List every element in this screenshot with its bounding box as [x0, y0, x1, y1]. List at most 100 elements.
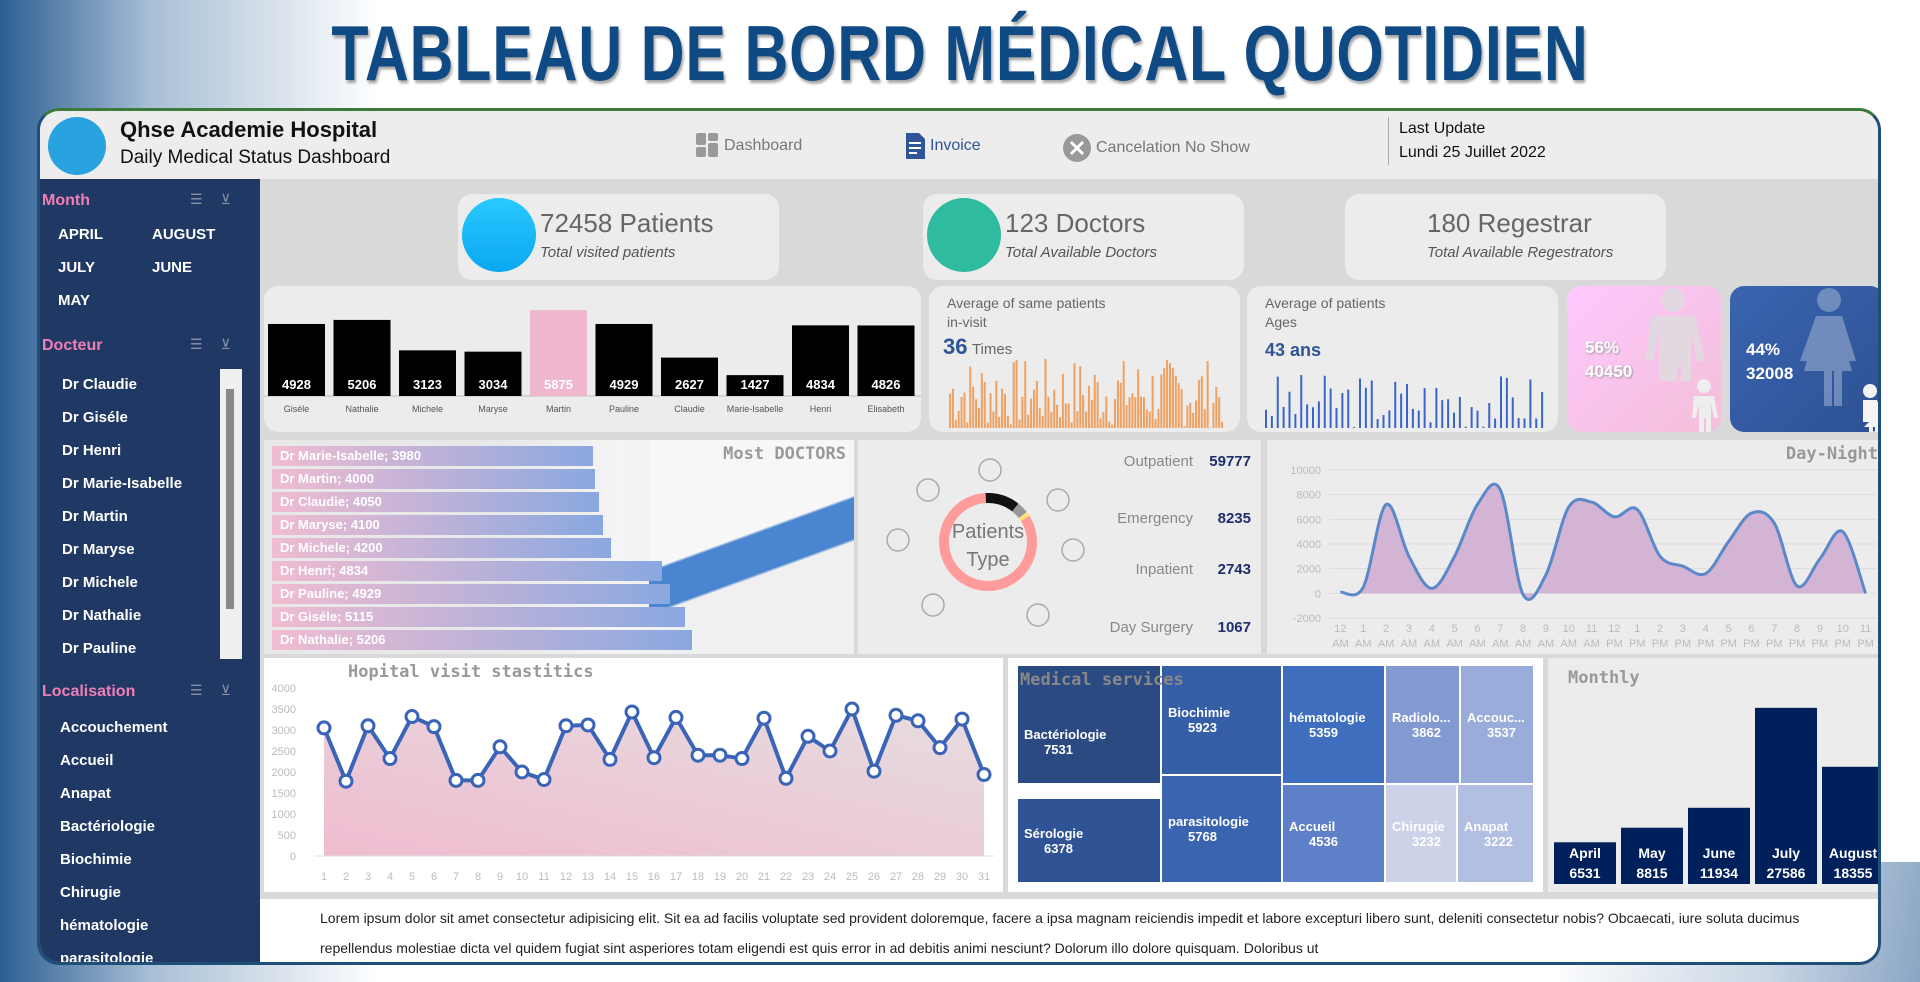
spark-bar	[1476, 410, 1479, 428]
doctor-option[interactable]: Dr Claudie	[62, 376, 138, 393]
medical-service-icon	[1061, 538, 1085, 562]
x-tick-label: 12	[1334, 623, 1346, 635]
spark-bar	[998, 416, 1001, 428]
bar-category-label: June	[1703, 845, 1736, 861]
bar	[1822, 766, 1878, 884]
doctor-option[interactable]: Dr Pauline	[62, 640, 137, 657]
bar-value-label: 18355	[1834, 865, 1873, 881]
location-option[interactable]: hématologie	[60, 917, 149, 934]
x-tick-label: PM	[1789, 638, 1806, 650]
hbar	[272, 584, 670, 604]
avg-age-title-2: Ages	[1265, 314, 1297, 330]
x-tick-label: 5	[1452, 623, 1458, 635]
data-point	[976, 767, 992, 783]
clear-filter-icon[interactable]: ⊻	[220, 191, 249, 207]
nav-invoice[interactable]: Invoice	[906, 133, 981, 159]
donut-slice	[1012, 503, 1027, 519]
spark-bar	[989, 393, 992, 428]
doctor-option[interactable]: Dr Marie-Isabelle	[62, 475, 183, 492]
doctor-option[interactable]: Dr Maryse	[62, 541, 135, 558]
spark-bar	[1376, 419, 1379, 428]
location-option[interactable]: Accueil	[60, 752, 114, 769]
location-option[interactable]: parasitologie	[60, 950, 154, 965]
month-option[interactable]: JULY	[58, 259, 95, 276]
x-tick-label: AM	[1446, 638, 1463, 650]
spark-bar	[1306, 404, 1309, 428]
data-point	[646, 750, 662, 766]
x-tick-label: AM	[1583, 638, 1600, 650]
data-point	[338, 773, 354, 789]
multi-select-icon[interactable]: ☰	[190, 682, 221, 698]
x-tick-label: AM	[1515, 638, 1532, 650]
treemap-cell: Chirugie 3232	[1386, 785, 1456, 882]
filter-controls[interactable]: ☰⊻	[190, 682, 249, 699]
spark-bar	[1177, 383, 1180, 428]
spark-bar	[1102, 412, 1105, 428]
avg-visit-value: 36	[943, 334, 968, 359]
spark-bar	[1288, 391, 1291, 428]
male-icon	[1645, 288, 1718, 432]
location-option[interactable]: Bactériologie	[60, 818, 156, 835]
hbar	[272, 561, 662, 581]
month-option[interactable]: MAY	[58, 292, 90, 309]
x-tick-label: 7	[1497, 623, 1503, 635]
x-tick-label: 3	[1406, 623, 1412, 635]
location-option[interactable]: Biochimie	[60, 851, 132, 868]
spark-bar	[969, 366, 972, 428]
x-tick-label: 21	[758, 871, 770, 883]
doctor-list-scrollbar[interactable]	[220, 369, 242, 659]
month-option[interactable]: APRIL	[58, 226, 103, 243]
month-option[interactable]: AUGUST	[152, 226, 216, 243]
data-point	[668, 709, 684, 725]
hbar-label: Dr Michele; 4200	[280, 540, 383, 555]
location-option[interactable]: Accouchement	[60, 719, 168, 736]
spark-bar	[1012, 362, 1015, 428]
data-point	[954, 711, 970, 727]
spark-bar	[1073, 363, 1076, 428]
y-tick-label: 4000	[272, 683, 296, 695]
doctor-option[interactable]: Dr Nathalie	[62, 607, 142, 624]
filter-controls[interactable]: ☰⊻	[190, 336, 249, 353]
nav-cancelation[interactable]: Cancelation No Show	[1062, 133, 1250, 163]
doctor-option[interactable]: Dr Martin	[62, 508, 128, 525]
multi-select-icon[interactable]: ☰	[190, 191, 221, 207]
x-tick-label: 14	[604, 871, 616, 883]
spark-bar	[1329, 388, 1332, 428]
spark-bar	[980, 373, 983, 428]
spark-bar	[1044, 359, 1047, 428]
location-option[interactable]: Anapat	[60, 785, 111, 802]
spark-bar	[983, 381, 986, 428]
bar	[1755, 707, 1817, 884]
clear-filter-icon[interactable]: ⊻	[220, 336, 249, 352]
x-tick-label: 10	[1837, 623, 1849, 635]
x-tick-label: AM	[1469, 638, 1486, 650]
hospital-logo-icon	[48, 117, 106, 175]
spark-bar	[1183, 426, 1186, 428]
clear-filter-icon[interactable]: ⊻	[220, 682, 249, 698]
kpi-value: 123 Doctors	[1005, 208, 1146, 238]
bar-value-label: 3034	[479, 377, 509, 392]
hbar	[272, 607, 685, 627]
bar	[1621, 827, 1683, 884]
spark-bar	[1417, 410, 1420, 428]
nav-dashboard[interactable]: Dashboard	[696, 133, 802, 159]
x-tick-label: 2	[1657, 623, 1663, 635]
doctor-option[interactable]: Dr Henri	[62, 442, 122, 459]
spark-bar	[1006, 415, 1009, 428]
x-tick-label: 12	[1608, 623, 1620, 635]
doctor-option[interactable]: Dr Michele	[62, 574, 138, 591]
y-tick-label: 4000	[1297, 539, 1321, 551]
month-option[interactable]: JUNE	[152, 259, 193, 276]
bar	[661, 357, 718, 396]
scrollbar-thumb[interactable]	[226, 389, 234, 609]
doctor-option[interactable]: Dr Giséle	[62, 409, 128, 426]
y-tick-label: 0	[1315, 588, 1321, 600]
hbar	[272, 492, 599, 512]
spark-bar	[1541, 391, 1544, 428]
spark-bar	[1059, 417, 1061, 428]
spark-bar	[1221, 421, 1224, 428]
location-option[interactable]: Chirugie	[60, 884, 121, 901]
data-point	[734, 751, 750, 767]
filter-controls[interactable]: ☰⊻	[190, 191, 249, 208]
multi-select-icon[interactable]: ☰	[190, 336, 221, 352]
